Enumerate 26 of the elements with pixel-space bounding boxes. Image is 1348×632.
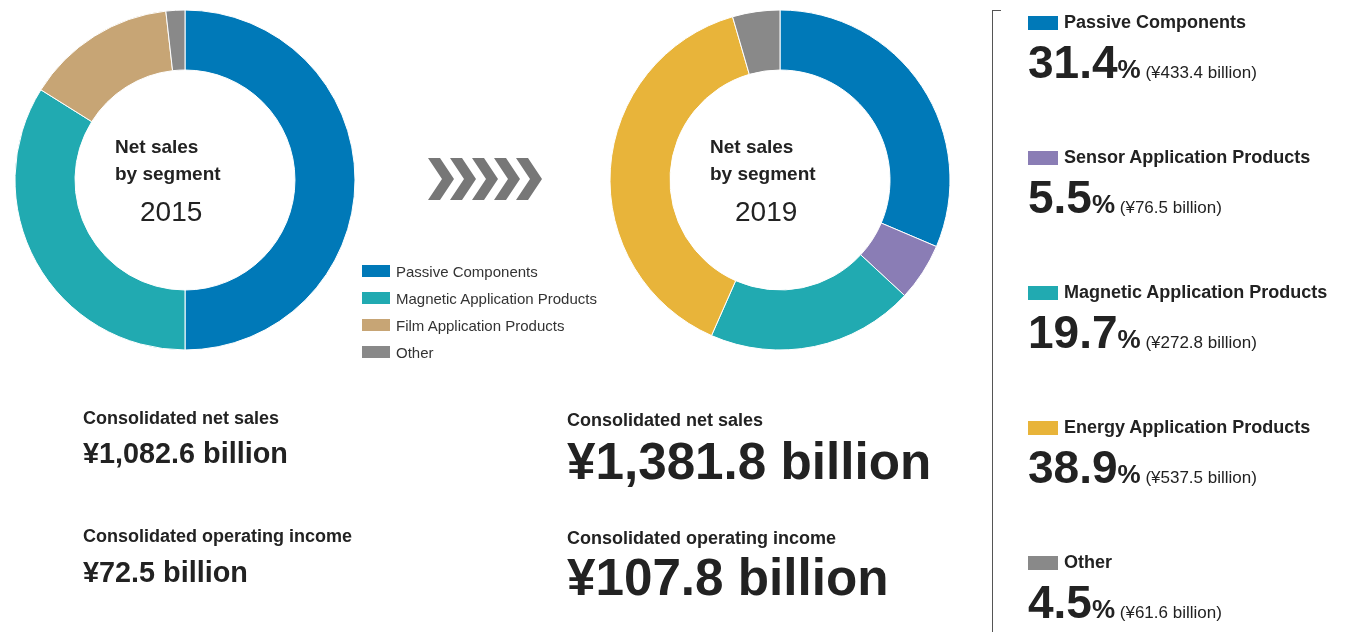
legend-label: Other xyxy=(1063,552,1113,573)
legend-label: Passive Components xyxy=(396,262,538,280)
text: ¥1,381.8 billion xyxy=(567,433,932,490)
text: Consolidated operating income xyxy=(83,526,353,546)
legend-label: Other xyxy=(396,343,434,361)
legend-label: Energy Application Products xyxy=(1063,417,1312,438)
legend-label: Film Application Products xyxy=(396,316,565,334)
text: Consolidated operating income xyxy=(567,528,837,548)
data-label: 4.5% (¥61.6 billion) xyxy=(1028,576,1222,628)
text: ¥107.8 billion xyxy=(567,549,889,606)
legend-label: Magnetic Application Products xyxy=(396,289,597,307)
text: Net sales by segment xyxy=(710,136,817,184)
legend-label: Sensor Application Products xyxy=(1063,147,1312,168)
text: 2019 xyxy=(735,195,798,227)
data-label: 5.5% (¥76.5 billion) xyxy=(1028,171,1222,223)
text: Net sales by segment xyxy=(115,136,222,184)
data-label: 38.9% (¥537.5 billion) xyxy=(1028,441,1257,493)
legend-label: Passive Components xyxy=(1063,12,1248,33)
data-label: 31.4% (¥433.4 billion) xyxy=(1028,36,1257,88)
legend-label: Magnetic Application Products xyxy=(1063,282,1328,303)
data-label: 19.7% (¥272.8 billion) xyxy=(1028,306,1257,358)
text: 2015 xyxy=(140,195,203,227)
text: Consolidated net sales xyxy=(83,408,280,428)
text: ¥72.5 billion xyxy=(83,556,248,588)
text: ¥1,082.6 billion xyxy=(83,437,288,469)
text: Consolidated net sales xyxy=(567,410,764,430)
